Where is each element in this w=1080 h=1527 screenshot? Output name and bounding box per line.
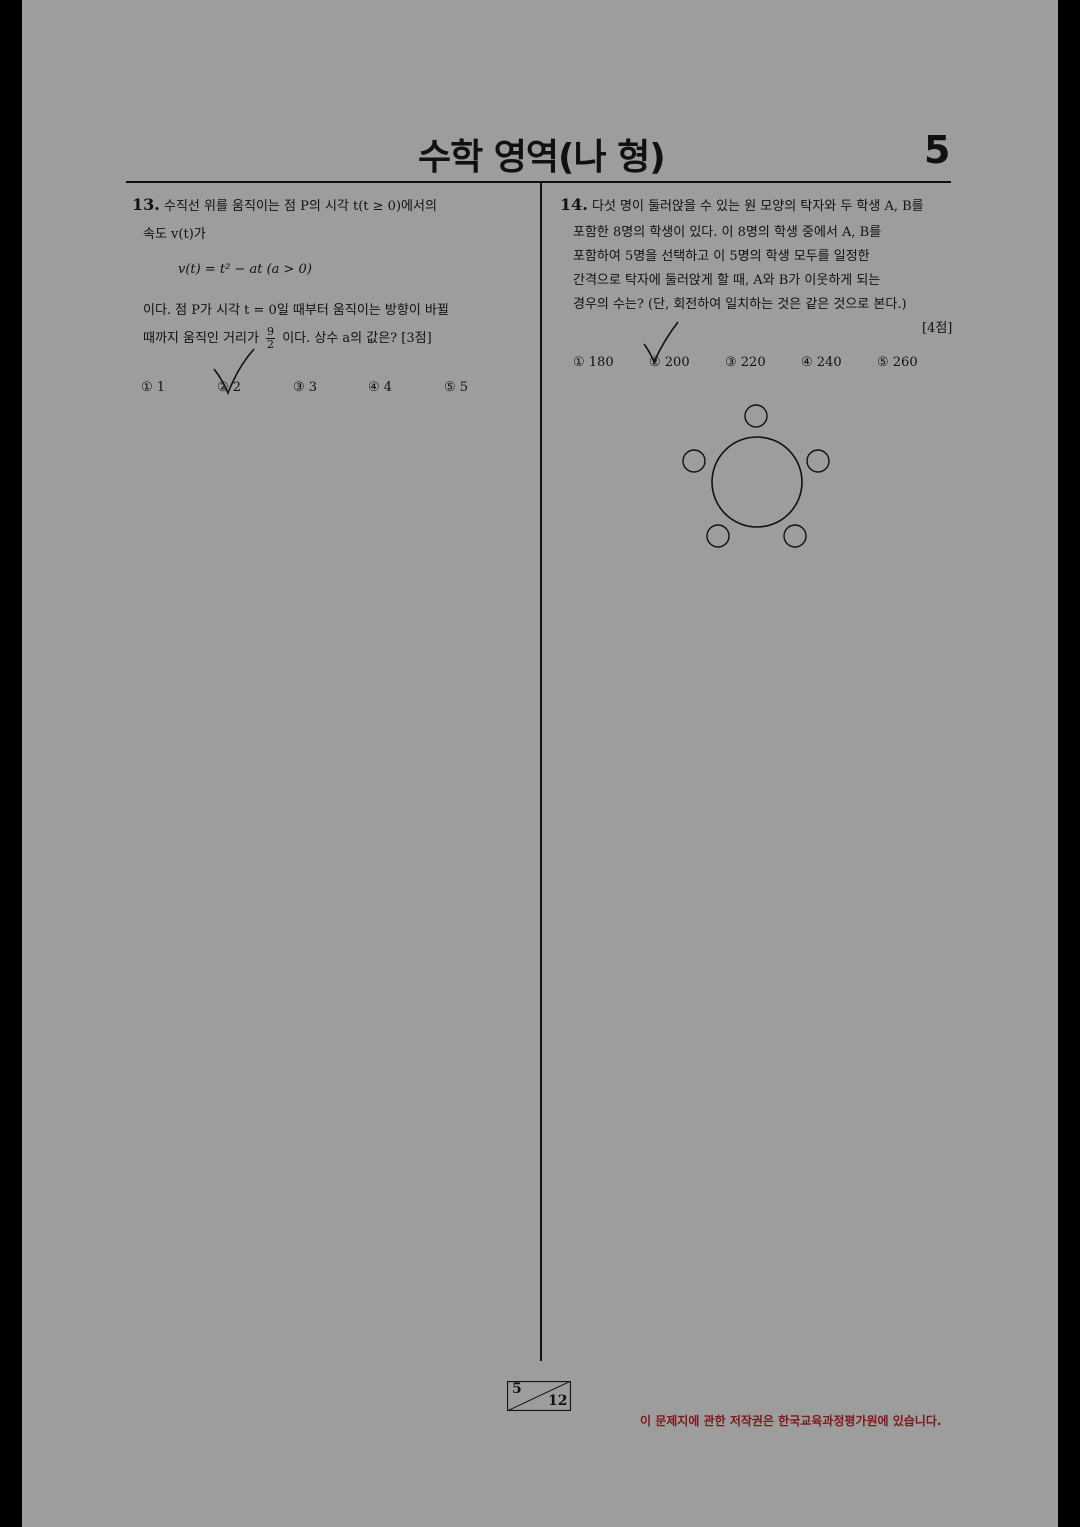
q13-choice-3[interactable]: ③ 3 <box>293 380 318 395</box>
q14-choice-3[interactable]: ③ 220 <box>725 355 766 370</box>
seat-bottom-right <box>783 524 807 548</box>
page-title: 수학 영역(나 형) <box>418 137 666 178</box>
q13-choice-5[interactable]: ⑤ 5 <box>444 380 469 395</box>
page-indicator-box <box>507 1381 571 1411</box>
q14-choice-5[interactable]: ⑤ 260 <box>877 355 918 370</box>
page-total: 12 <box>548 1393 568 1409</box>
seat-left <box>682 449 706 473</box>
q13-number: 13. <box>132 195 160 214</box>
seat-top <box>744 404 768 428</box>
q14-choice-4[interactable]: ④ 240 <box>801 355 842 370</box>
q13-line3: 이다. 점 P가 시각 t = 0일 때부터 움직이는 방향이 바뀔 <box>143 303 449 318</box>
q14-choice-1[interactable]: ① 180 <box>573 355 614 370</box>
q13-line1: 13. 수직선 위를 움직이는 점 P의 시각 t(t ≥ 0)에서의 <box>132 195 437 214</box>
q14-line4: 간격으로 탁자에 둘러앉게 할 때, A와 B가 이웃하게 되는 <box>573 273 881 288</box>
q13-line4: 때까지 움직인 거리가 9 2 이다. 상수 a의 값은? [3점] <box>143 325 432 351</box>
q14-check-mark-icon <box>643 321 679 365</box>
q13-check-mark-icon <box>213 348 255 396</box>
q14-choice-2[interactable]: ② 200 <box>649 355 690 370</box>
page-current: 5 <box>512 1381 522 1397</box>
q14-line1: 14. 다섯 명이 둘러앉을 수 있는 원 모양의 탁자와 두 학생 A, B를 <box>560 195 924 214</box>
q14-number: 14. <box>560 195 588 214</box>
q14-line5: 경우의 수는? (단, 회전하여 일치하는 것은 같은 것으로 본다.) <box>573 297 907 312</box>
table-circle <box>711 436 803 528</box>
q13-formula: v(t) = t² − at (a > 0) <box>178 262 312 277</box>
round-table-figure <box>682 404 830 548</box>
q13-choice-1[interactable]: ① 1 <box>141 380 166 395</box>
q13-fraction: 9 2 <box>266 325 276 351</box>
q13-choice-4[interactable]: ④ 4 <box>368 380 393 395</box>
q14-points: [4점] <box>922 321 953 336</box>
q14-line3: 포함하여 5명을 선택하고 이 5명의 학생 모두를 일정한 <box>573 249 870 264</box>
page-number: 5 <box>924 128 951 172</box>
q13-line2: 속도 v(t)가 <box>143 227 206 242</box>
header-rule <box>126 181 951 183</box>
seat-right <box>806 449 830 473</box>
copyright-notice: 이 문제지에 관한 저작권은 한국교육과정평가원에 있습니다. <box>640 1414 942 1428</box>
column-divider <box>540 183 542 1361</box>
q14-line2: 포함한 8명의 학생이 있다. 이 8명의 학생 중에서 A, B를 <box>573 225 882 240</box>
seat-bottom-left <box>706 524 730 548</box>
